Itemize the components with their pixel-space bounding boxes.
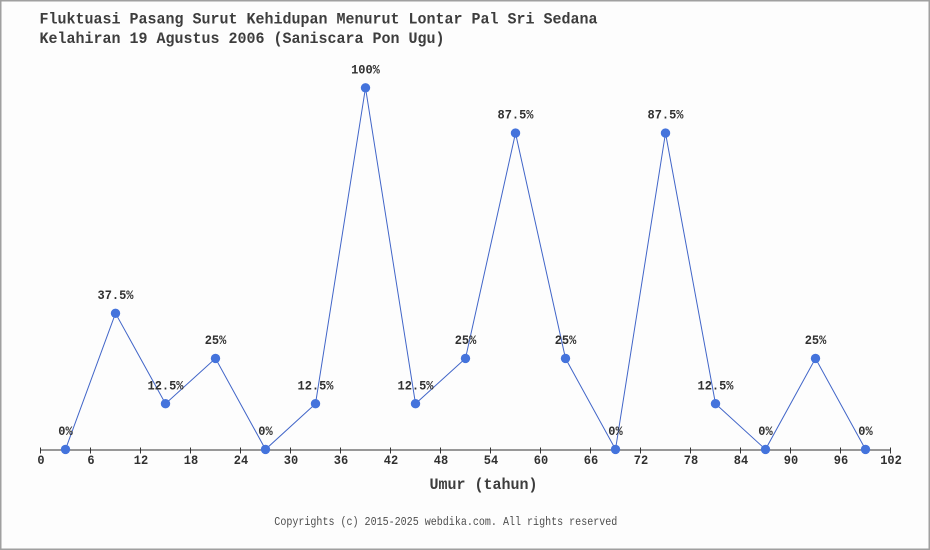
svg-text:102: 102	[880, 453, 902, 468]
svg-text:12: 12	[134, 453, 149, 468]
svg-text:100%: 100%	[351, 62, 380, 77]
svg-text:0%: 0%	[758, 424, 773, 439]
svg-text:Kelahiran 19 Agustus 2006 (San: Kelahiran 19 Agustus 2006 (Saniscara Pon…	[40, 30, 445, 48]
svg-text:36: 36	[334, 453, 349, 468]
svg-text:0%: 0%	[258, 424, 273, 439]
svg-text:25%: 25%	[455, 333, 477, 348]
svg-text:12.5%: 12.5%	[148, 378, 184, 393]
svg-text:12.5%: 12.5%	[398, 378, 434, 393]
svg-text:30: 30	[284, 453, 299, 468]
svg-text:Fluktuasi Pasang Surut Kehidup: Fluktuasi Pasang Surut Kehidupan Menurut…	[40, 11, 598, 29]
svg-text:0: 0	[37, 453, 44, 468]
svg-text:66: 66	[584, 453, 599, 468]
svg-text:87.5%: 87.5%	[648, 108, 684, 123]
svg-text:84: 84	[734, 453, 749, 468]
svg-text:12.5%: 12.5%	[698, 378, 734, 393]
svg-text:18: 18	[184, 453, 199, 468]
svg-text:6: 6	[87, 453, 94, 468]
svg-text:25%: 25%	[205, 333, 227, 348]
svg-text:Copyrights (c) 2015-2025 webdi: Copyrights (c) 2015-2025 webdika.com. Al…	[274, 515, 617, 529]
svg-text:90: 90	[784, 453, 799, 468]
svg-text:25%: 25%	[555, 333, 577, 348]
svg-text:25%: 25%	[805, 333, 827, 348]
svg-text:42: 42	[384, 453, 399, 468]
svg-text:0%: 0%	[858, 424, 873, 439]
svg-text:0%: 0%	[608, 424, 623, 439]
svg-text:24: 24	[234, 453, 249, 468]
svg-text:78: 78	[684, 453, 699, 468]
svg-text:60: 60	[534, 453, 549, 468]
svg-text:96: 96	[834, 453, 849, 468]
svg-text:48: 48	[434, 453, 449, 468]
svg-text:72: 72	[634, 453, 649, 468]
svg-text:12.5%: 12.5%	[298, 378, 334, 393]
svg-text:54: 54	[484, 453, 499, 468]
svg-text:37.5%: 37.5%	[98, 288, 134, 303]
svg-text:Umur (tahun): Umur (tahun)	[430, 476, 538, 494]
svg-text:0%: 0%	[58, 424, 73, 439]
svg-text:87.5%: 87.5%	[498, 108, 534, 123]
